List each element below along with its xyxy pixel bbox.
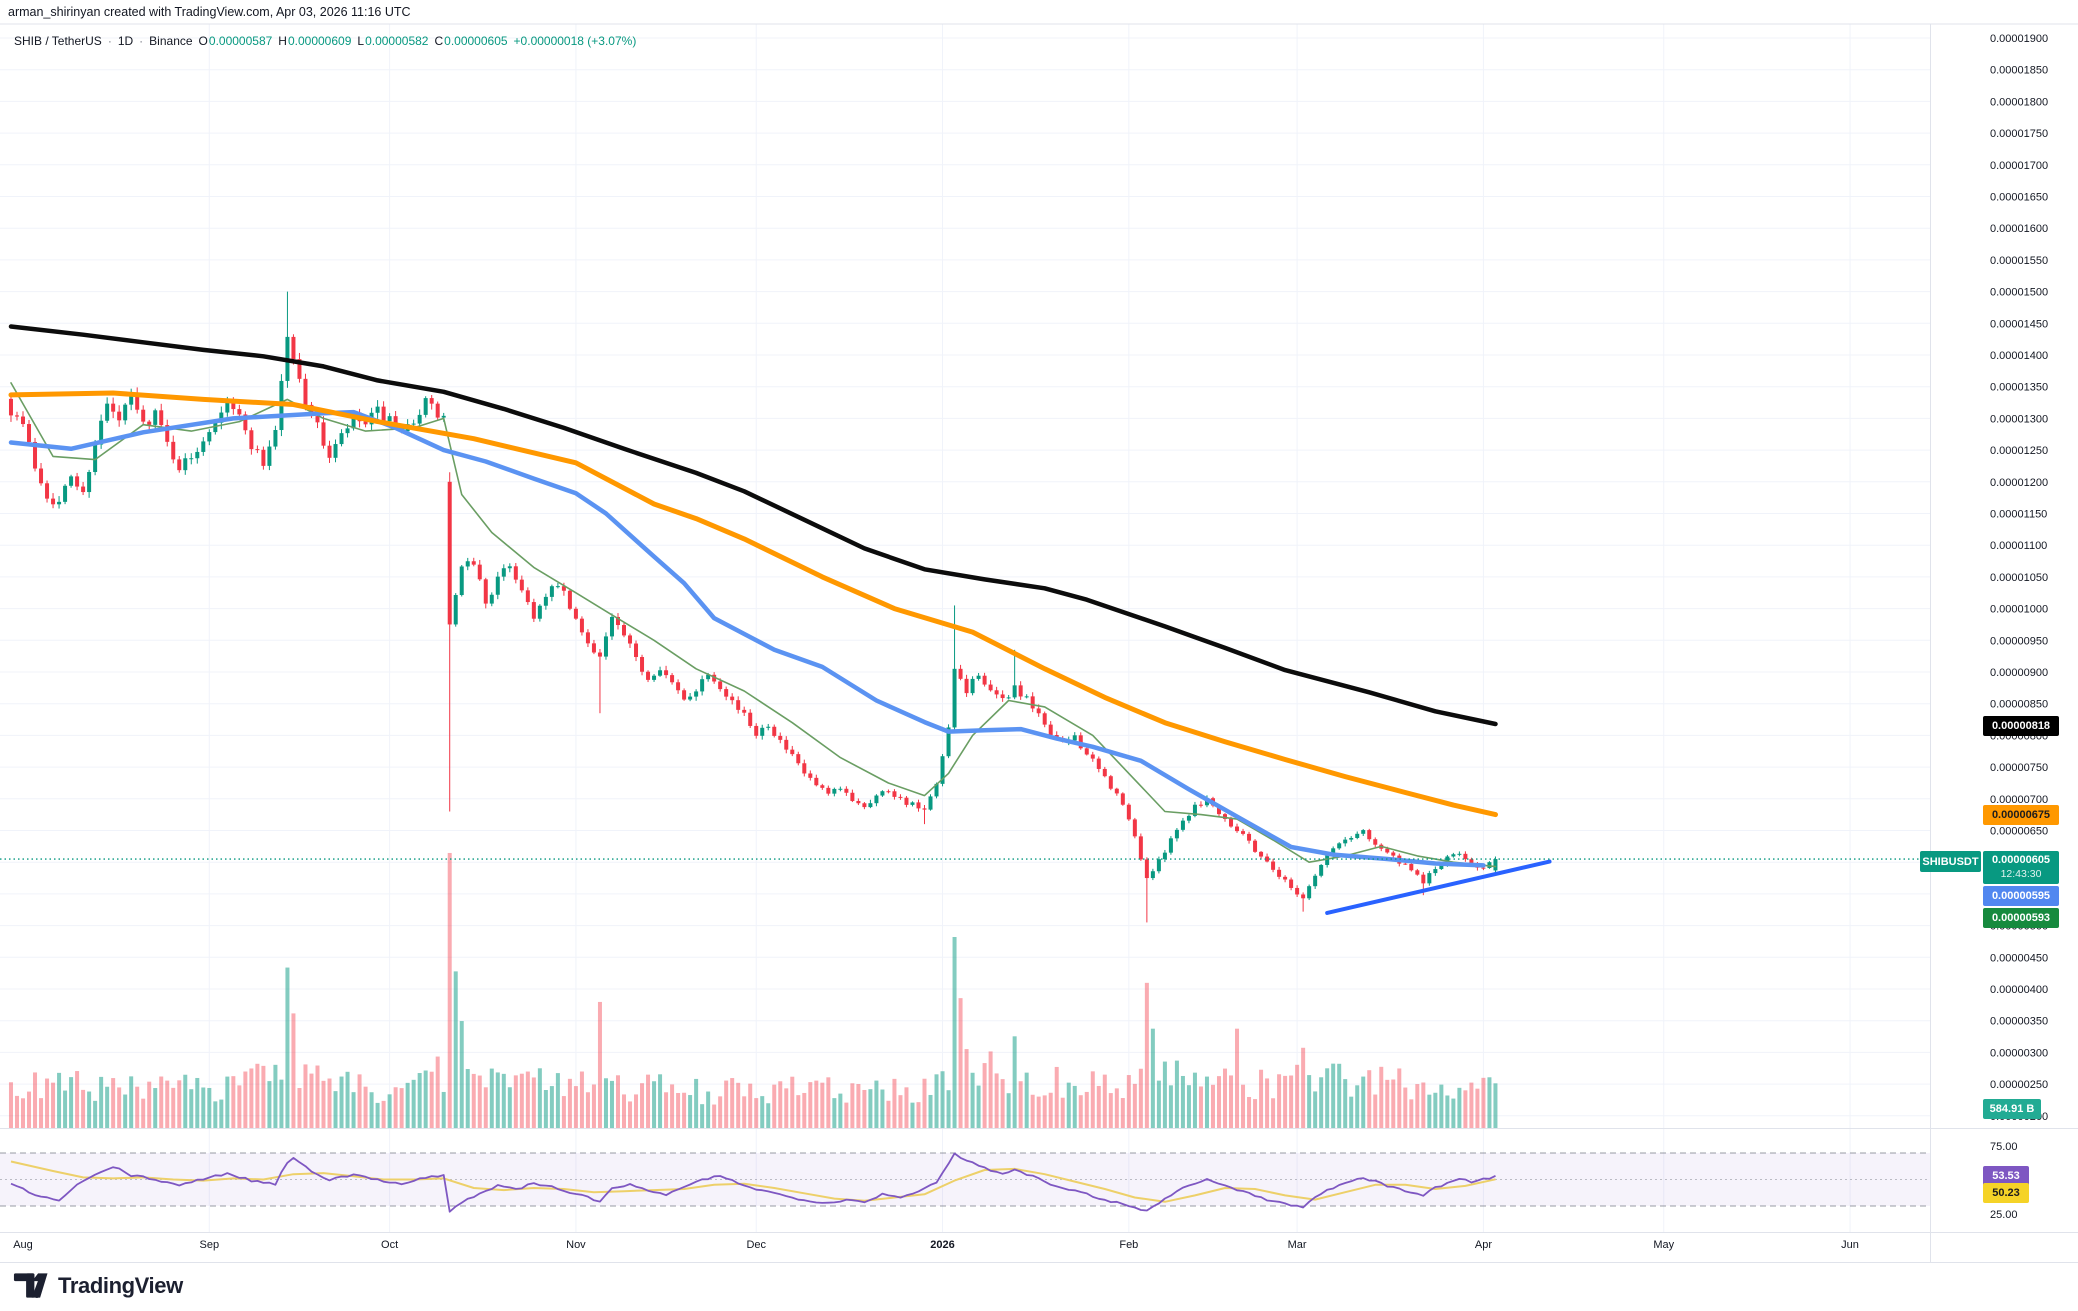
rsi-value-badge: 53.53 [1983, 1166, 2029, 1186]
svg-text:0.00001250: 0.00001250 [1990, 445, 2048, 457]
svg-text:Sep: Sep [200, 1239, 220, 1251]
legend-separator: · [139, 34, 144, 48]
legend-low: L 0.00000582 [357, 34, 429, 48]
svg-text:0.00000350: 0.00000350 [1990, 1016, 2048, 1028]
svg-text:0.00001200: 0.00001200 [1990, 477, 2048, 489]
legend-separator: · [107, 34, 112, 48]
svg-text:0.00000950: 0.00000950 [1990, 635, 2048, 647]
svg-text:0.00000400: 0.00000400 [1990, 984, 2048, 996]
svg-text:0.00000650: 0.00000650 [1990, 826, 2048, 838]
svg-text:Apr: Apr [1475, 1239, 1492, 1251]
volume-value-badge: 584.91 B [1983, 1099, 2041, 1119]
svg-text:0.00001450: 0.00001450 [1990, 318, 2048, 330]
svg-text:0.00000850: 0.00000850 [1990, 699, 2048, 711]
svg-text:0.00001350: 0.00001350 [1990, 382, 2048, 394]
svg-text:0.00000900: 0.00000900 [1990, 667, 2048, 679]
legend-open: O 0.00000587 [198, 34, 273, 48]
svg-text:Jun: Jun [1841, 1239, 1859, 1251]
legend-symbol: SHIB / TetherUS [14, 34, 102, 48]
svg-text:0.00001550: 0.00001550 [1990, 255, 2048, 267]
tradingview-logo[interactable]: TradingView [12, 1270, 183, 1302]
ma100-price-badge: 0.00000675 [1983, 805, 2059, 825]
svg-text:0.00001650: 0.00001650 [1990, 192, 2048, 204]
svg-text:75.00: 75.00 [1990, 1141, 2018, 1153]
svg-text:0.00000700: 0.00000700 [1990, 794, 2048, 806]
rsi-ma-value-badge: 50.23 [1983, 1183, 2029, 1203]
svg-text:0.00001700: 0.00001700 [1990, 160, 2048, 172]
svg-text:0.00001800: 0.00001800 [1990, 96, 2048, 108]
svg-text:0.00000300: 0.00000300 [1990, 1047, 2048, 1059]
svg-text:0.00001750: 0.00001750 [1990, 128, 2048, 140]
svg-text:25.00: 25.00 [1990, 1209, 2018, 1221]
svg-text:Aug: Aug [13, 1239, 33, 1251]
last-price-badge: 0.00000605 12:43:30 [1983, 851, 2059, 884]
ema21-price-badge: 0.00000593 [1983, 908, 2059, 928]
last-price-value: 0.00000605 [1991, 854, 2051, 867]
svg-text:0.00001050: 0.00001050 [1990, 572, 2048, 584]
bar-countdown: 12:43:30 [2000, 867, 2042, 880]
svg-text:0.00001150: 0.00001150 [1990, 509, 2047, 521]
legend-close: C 0.00000605 [434, 34, 508, 48]
svg-text:0.00000250: 0.00000250 [1990, 1079, 2048, 1091]
svg-text:0.00000750: 0.00000750 [1990, 762, 2048, 774]
legend-high: H 0.00000609 [278, 34, 352, 48]
svg-text:0.00000450: 0.00000450 [1990, 952, 2048, 964]
svg-text:2026: 2026 [930, 1239, 954, 1251]
ma200-price-badge: 0.00000818 [1983, 716, 2059, 736]
legend-interval: 1D [117, 34, 134, 48]
svg-text:0.00001600: 0.00001600 [1990, 223, 2048, 235]
svg-text:0.00001900: 0.00001900 [1990, 33, 2048, 45]
svg-text:May: May [1653, 1239, 1674, 1251]
tradingview-logo-icon [13, 1273, 48, 1298]
svg-text:Oct: Oct [381, 1239, 398, 1251]
svg-text:Mar: Mar [1288, 1239, 1307, 1251]
legend-exchange: Binance [149, 34, 193, 48]
symbol-price-tag: SHIBUSDT [1920, 851, 1981, 872]
chart-legend[interactable]: SHIB / TetherUS · 1D · Binance O 0.000005… [14, 34, 636, 48]
svg-text:0.00001400: 0.00001400 [1990, 350, 2048, 362]
svg-text:0.00001500: 0.00001500 [1990, 287, 2048, 299]
svg-text:0.00001100: 0.00001100 [1990, 540, 2047, 552]
svg-text:0.00001300: 0.00001300 [1990, 413, 2048, 425]
svg-text:0.00001850: 0.00001850 [1990, 65, 2048, 77]
legend-change: +0.00000018 (+3.07%) [513, 34, 637, 48]
svg-text:Feb: Feb [1119, 1239, 1138, 1251]
svg-text:0.00001000: 0.00001000 [1990, 604, 2048, 616]
svg-text:Nov: Nov [566, 1239, 586, 1251]
attribution-text: arman_shirinyan created with TradingView… [8, 5, 411, 19]
tradingview-logo-text: TradingView [58, 1273, 183, 1298]
svg-text:Dec: Dec [746, 1239, 766, 1251]
ma50-price-badge: 0.00000595 [1983, 886, 2059, 906]
